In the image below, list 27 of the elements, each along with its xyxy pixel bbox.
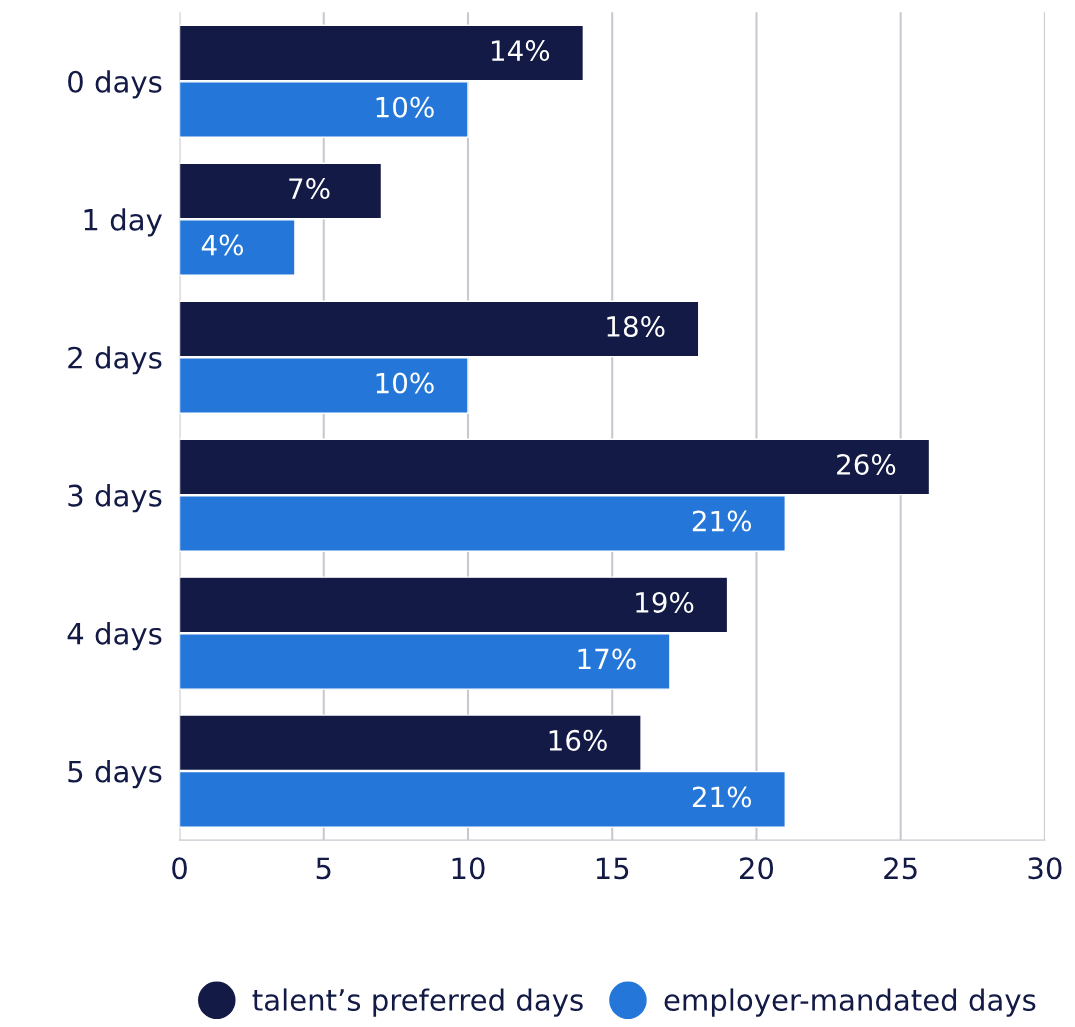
y-tick-label: 3 days bbox=[68, 484, 162, 513]
x-tick-label: 15 bbox=[596, 857, 629, 880]
data-label: 26% bbox=[837, 453, 896, 475]
y-tick-label: 2 days bbox=[68, 346, 162, 375]
x-tick-label: 30 bbox=[1028, 857, 1062, 880]
x-tick-label: 5 bbox=[316, 857, 331, 880]
x-tick-label: 25 bbox=[884, 857, 917, 880]
x-tick-label: 20 bbox=[740, 857, 774, 880]
data-label: 19% bbox=[636, 591, 694, 613]
data-label: 21% bbox=[692, 786, 752, 808]
data-label: 7% bbox=[289, 178, 330, 200]
y-tick-label: 4 days bbox=[67, 622, 162, 651]
data-label: 21% bbox=[692, 510, 752, 532]
data-label: 16% bbox=[549, 729, 607, 751]
y-tick-label: 0 days bbox=[68, 70, 162, 99]
legend-label: talent’s preferred days bbox=[252, 988, 583, 1017]
legend-label: employer-mandated days bbox=[664, 988, 1036, 1017]
data-label: 10% bbox=[376, 96, 434, 118]
y-tick-label: 1 day bbox=[84, 208, 162, 237]
data-label: 18% bbox=[607, 315, 665, 337]
x-tick-label: 10 bbox=[452, 857, 485, 880]
data-label: 10% bbox=[376, 372, 434, 394]
data-label: 17% bbox=[578, 648, 636, 670]
x-tick-label: 0 bbox=[172, 857, 187, 880]
y-tick-label: 5 days bbox=[68, 760, 162, 789]
data-label: 14% bbox=[491, 40, 550, 62]
data-label: 4% bbox=[201, 234, 243, 256]
